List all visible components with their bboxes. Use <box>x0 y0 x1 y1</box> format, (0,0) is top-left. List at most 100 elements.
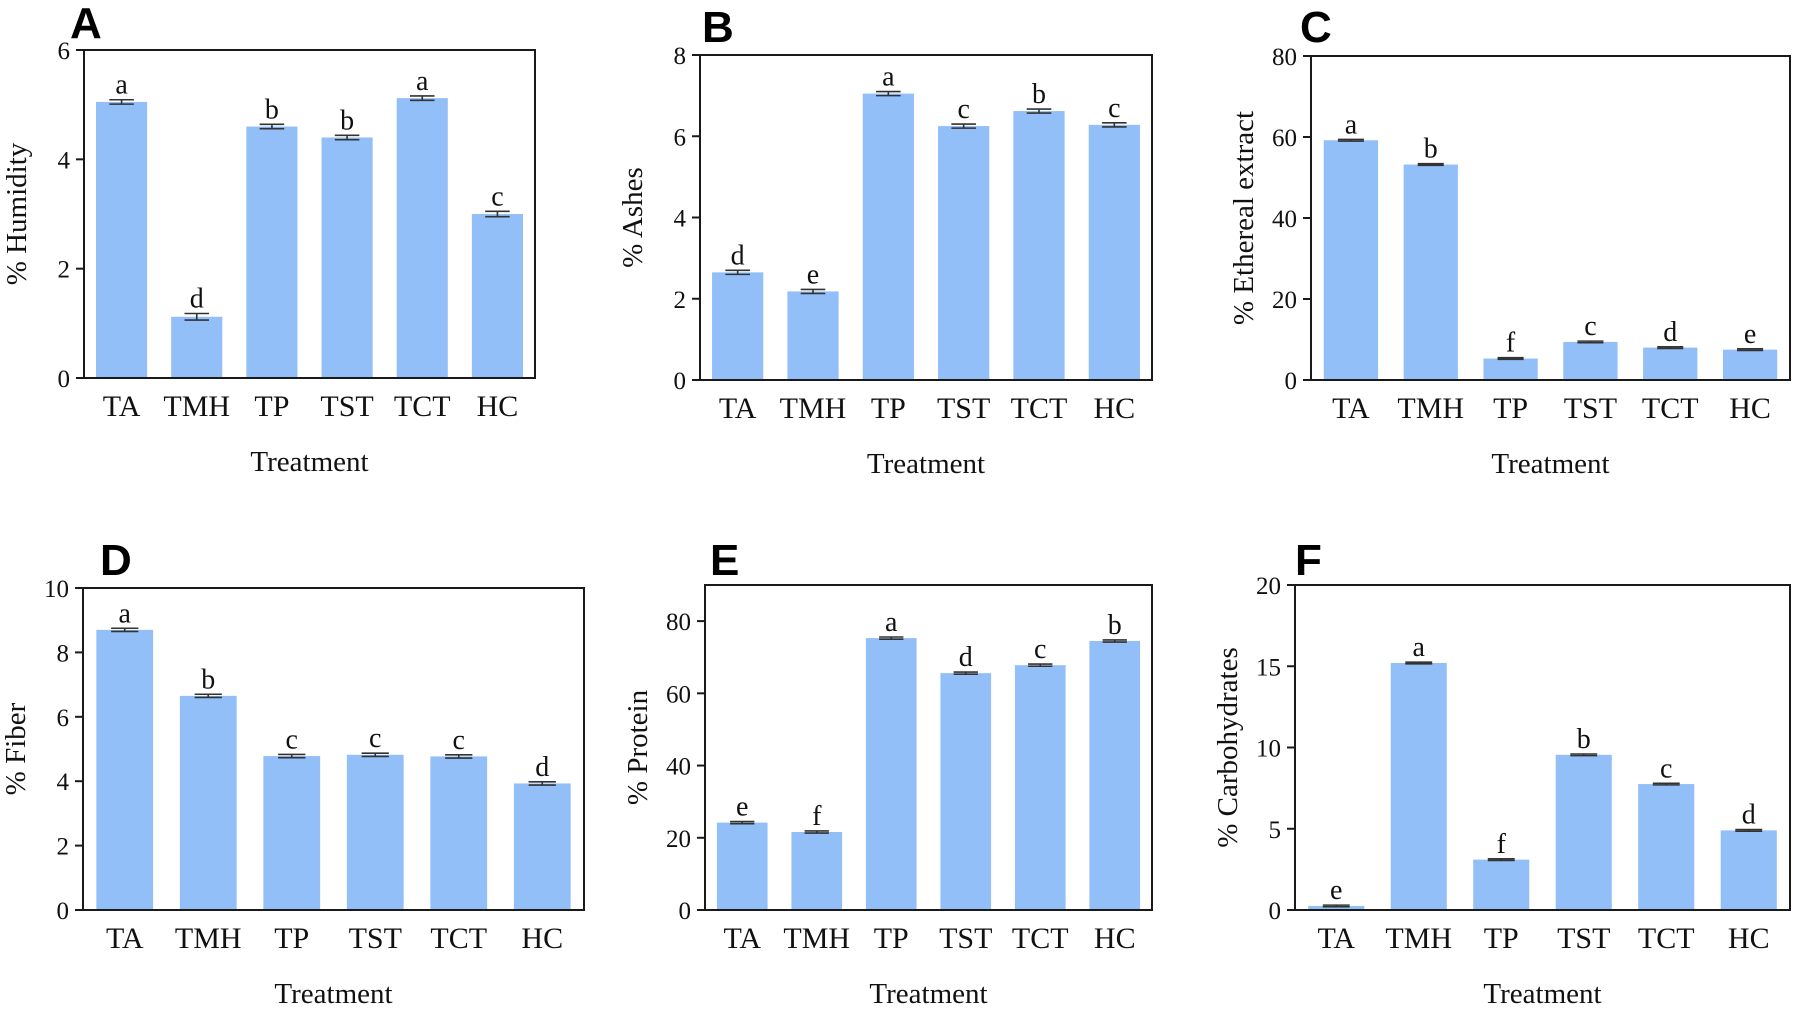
panel-c-ytick-label-80: 80 <box>1272 44 1297 71</box>
panel-a-letter: A <box>70 0 102 48</box>
panel-b-ytick-label-0: 0 <box>674 368 687 395</box>
panel-e: Ee f a d c b 0 20 40 60 80 TA TMH TP TST TCT HC Treatment… <box>622 536 1153 1010</box>
panel-a-bar-ta <box>96 101 148 378</box>
panel-d-bar-ta <box>96 629 154 910</box>
panel-f-ytick-label-10: 10 <box>1256 736 1281 763</box>
panel-c-xtick-label-tp: TP <box>1493 392 1528 425</box>
panel-e-ytick-label-40: 40 <box>666 754 691 781</box>
panel-c-ytick-label-0: 0 <box>1285 368 1298 395</box>
panel-a-sig-letter-ta: a <box>115 70 128 101</box>
panel-d-bar-tst <box>346 754 404 910</box>
panel-b-axes-frame <box>699 54 1153 381</box>
panel-c-sig-letter-tst: c <box>1584 311 1596 342</box>
panel-d-xtick-label-tst: TST <box>349 922 402 955</box>
panel-f-bar-tmh <box>1390 663 1447 910</box>
panel-e-sig-letter-hc: b <box>1108 610 1122 641</box>
panel-b-sig-letter-tst: c <box>957 94 969 125</box>
panel-f-sig-letter-tp: f <box>1497 829 1507 860</box>
panel-f-xtick-label-tmh: TMH <box>1385 922 1452 955</box>
panel-c-sig-letter-tp: f <box>1506 328 1516 359</box>
panel-c-xtick-label-tst: TST <box>1564 392 1617 425</box>
panel-d-xtick-label-tp: TP <box>274 922 309 955</box>
panel-d-sig-letter-tst: c <box>369 723 381 754</box>
panel-c-sig-letter-tmh: b <box>1424 134 1438 165</box>
panel-d-xtick-label-tmh: TMH <box>175 922 242 955</box>
panel-b-ytick-label-4: 4 <box>674 206 687 233</box>
panel-e-bar-tmh <box>791 832 843 910</box>
panel-e-sig-letter-tst: d <box>959 642 973 673</box>
panel-d-ytick-label-6: 6 <box>57 705 70 732</box>
panel-b-ytick-label-2: 2 <box>674 287 687 314</box>
panel-a-bar-tmh <box>171 316 223 378</box>
panel-e-letter: E <box>710 536 739 585</box>
panel-f-xlabel: Treatment <box>1483 978 1601 1010</box>
panel-e-xtick-label-tmh: TMH <box>783 922 850 955</box>
panel-f-ytick-label-5: 5 <box>1269 817 1282 844</box>
panel-a-bar-hc <box>471 214 523 378</box>
panel-d-xtick-label-tct: TCT <box>430 922 487 955</box>
panel-a-ytick-label-2: 2 <box>58 257 71 284</box>
panel-d-sig-letter-hc: d <box>535 752 549 783</box>
panel-c-bar-ta <box>1323 140 1379 380</box>
panel-f-ytick-label-20: 20 <box>1256 573 1281 600</box>
panel-f-xtick-label-hc: HC <box>1728 922 1770 955</box>
panel-f-xtick-label-tct: TCT <box>1638 922 1695 955</box>
panel-a-ytick-label-6: 6 <box>58 38 71 65</box>
panel-d-letter: D <box>100 536 132 585</box>
panel-a-xtick-label-tp: TP <box>254 390 289 423</box>
panel-d-sig-letter-tp: c <box>286 724 298 755</box>
panel-c-bar-tct <box>1643 347 1698 380</box>
panel-b: Bd e a c b c 0 2 4 6 8 TA TMH TP TST TCT HC Treatment % As… <box>617 3 1153 480</box>
panel-f-sig-letter-tct: c <box>1660 753 1672 784</box>
panel-e-sig-letter-tmh: f <box>812 801 822 832</box>
panel-c-sig-letter-hc: e <box>1744 319 1756 350</box>
panel-f-bar-tp <box>1473 859 1530 910</box>
panel-f-sig-letter-ta: e <box>1330 875 1342 906</box>
panel-f-sig-letter-tmh: a <box>1413 632 1426 663</box>
panel-b-ytick-label-8: 8 <box>674 43 687 70</box>
panel-a-xlabel: Treatment <box>250 446 368 478</box>
panel-b-sig-letter-tct: b <box>1032 79 1046 110</box>
panel-f-bar-tct <box>1638 784 1695 910</box>
panel-a-xtick-label-ta: TA <box>103 390 141 423</box>
panel-c-sig-letter-ta: a <box>1345 109 1358 140</box>
panel-f-bar-ta <box>1308 905 1365 910</box>
panel-f-xtick-label-tp: TP <box>1484 922 1519 955</box>
panel-c-ytick-label-20: 20 <box>1272 287 1297 314</box>
panel-e-xlabel: Treatment <box>869 978 987 1010</box>
panel-c-bar-tp <box>1483 358 1538 380</box>
panel-d-ytick-label-8: 8 <box>57 640 70 667</box>
panel-b-sig-letter-ta: d <box>731 240 745 271</box>
panel-b-ylabel: % Ashes <box>617 167 649 268</box>
panel-e-ytick-label-60: 60 <box>666 681 691 708</box>
panel-e-bar-tst <box>940 673 992 910</box>
panel-e-sig-letter-tp: a <box>885 607 898 638</box>
panel-c-sig-letter-tct: d <box>1663 317 1677 348</box>
panel-e-xtick-label-hc: HC <box>1094 922 1136 955</box>
panel-f-bar-tst <box>1555 754 1612 910</box>
panel-a-xtick-label-tct: TCT <box>394 390 451 423</box>
panel-c-xlabel: Treatment <box>1491 448 1609 480</box>
panel-e-xtick-label-tst: TST <box>939 922 992 955</box>
panel-f-ytick-label-15: 15 <box>1256 654 1281 681</box>
panel-d-axes-frame <box>82 587 585 911</box>
panel-e-bar-tct <box>1014 665 1066 910</box>
panel-e-bar-tp <box>865 638 917 910</box>
panel-a-ylabel: % Humidity <box>1 142 33 285</box>
panel-e-xtick-label-tct: TCT <box>1012 922 1069 955</box>
panel-e-ytick-label-0: 0 <box>679 898 692 925</box>
panel-e-sig-letter-tct: c <box>1034 634 1046 665</box>
panel-b-sig-letter-tmh: e <box>807 259 819 290</box>
panel-c-ytick-label-40: 40 <box>1272 206 1297 233</box>
panel-c-bar-tst <box>1563 341 1618 380</box>
panel-a-bar-tp <box>246 126 298 379</box>
panel-b-bar-tct <box>1013 111 1065 380</box>
panel-f-xtick-label-ta: TA <box>1317 922 1355 955</box>
panel-d-ytick-label-4: 4 <box>57 769 70 796</box>
panel-d-bar-tmh <box>179 695 237 910</box>
panel-a-sig-letter-tmh: d <box>190 283 204 314</box>
panel-d-sig-letter-tmh: b <box>201 664 215 695</box>
panel-b-letter: B <box>702 3 734 52</box>
panel-c-letter: C <box>1300 3 1332 52</box>
panel-a-axes-frame <box>83 49 536 379</box>
